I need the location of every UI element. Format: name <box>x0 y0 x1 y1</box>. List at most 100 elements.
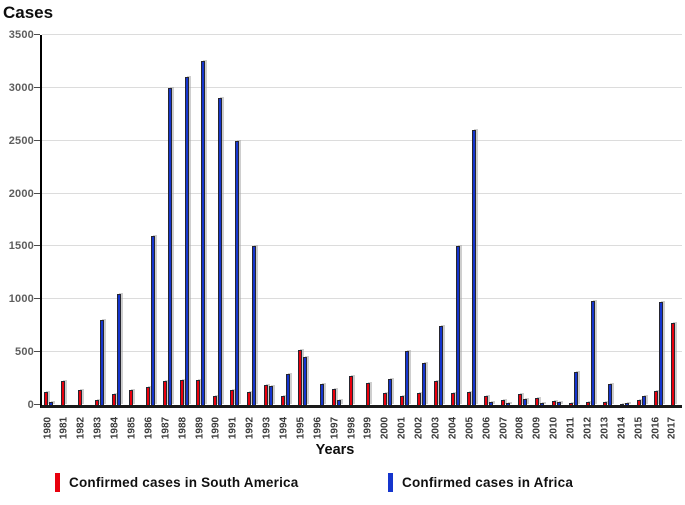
year-group <box>44 35 53 405</box>
y-tick-mark <box>34 245 40 247</box>
x-tick-label: 1994 <box>278 416 290 440</box>
x-tick-label: 2005 <box>464 416 476 440</box>
year-group <box>636 35 646 405</box>
x-tick-label: 1991 <box>227 416 239 440</box>
bar <box>591 301 595 405</box>
x-tick-label: 1992 <box>244 416 256 440</box>
legend-label: Confirmed cases in Africa <box>402 474 574 490</box>
x-tick-label: 2000 <box>379 416 391 440</box>
year-group <box>416 35 426 405</box>
bar <box>624 403 629 405</box>
year-group <box>348 35 358 405</box>
x-tick-label: 2015 <box>633 416 645 440</box>
year-group <box>281 35 291 405</box>
x-tick-label: 1985 <box>126 416 138 440</box>
y-tick-mark <box>34 86 40 88</box>
bar <box>331 389 336 405</box>
x-tick-label: 2010 <box>548 416 560 440</box>
gridline <box>42 86 682 88</box>
bar <box>641 395 646 405</box>
y-tick-mark <box>34 34 40 35</box>
x-tick-label: 1990 <box>210 416 222 440</box>
x-axis-labels: 1980 1981 1982 1983 1984 1985 1986 1987 1988 1989… <box>40 410 680 446</box>
y-axis-labels: 0 500 1000 1500 2000 2500 3000 3500 <box>0 29 34 411</box>
chart-title: Cases <box>3 3 54 22</box>
bar <box>60 380 65 405</box>
y-tick-label: 1000 <box>8 293 34 306</box>
bar <box>438 325 443 405</box>
gridline <box>42 192 682 194</box>
year-group <box>670 35 680 405</box>
year-group <box>60 35 70 405</box>
bar <box>467 392 472 405</box>
bar <box>201 61 206 405</box>
year-group <box>365 35 375 405</box>
x-tick-label: 2016 <box>650 416 662 440</box>
year-group <box>128 35 138 405</box>
year-group <box>484 35 494 405</box>
bar <box>552 400 557 405</box>
x-tick-label: 2013 <box>599 416 611 440</box>
bar <box>399 395 404 405</box>
bar <box>557 402 562 405</box>
bar <box>523 398 528 405</box>
bar <box>365 382 370 405</box>
y-tick-label: 2000 <box>8 187 34 200</box>
legend-swatch-blue <box>388 472 393 492</box>
year-group <box>552 35 562 405</box>
bar <box>653 391 658 405</box>
bar <box>247 392 252 405</box>
y-tick-label: 3000 <box>8 81 34 94</box>
bar <box>602 401 607 405</box>
x-tick-label: 1986 <box>143 416 155 440</box>
bar <box>455 246 460 405</box>
x-tick-label: 2001 <box>396 416 408 440</box>
y-tick-mark <box>34 192 40 194</box>
bar <box>501 399 506 405</box>
bar <box>535 397 540 405</box>
bar <box>433 380 438 405</box>
bar <box>145 387 150 405</box>
year-group <box>501 35 511 405</box>
bar <box>472 130 477 405</box>
bar <box>569 402 574 405</box>
y-tick-label: 0 <box>27 399 34 411</box>
x-tick-label: 2009 <box>531 416 543 440</box>
bar <box>416 393 421 405</box>
bar <box>162 380 167 405</box>
bar <box>44 392 48 405</box>
bar <box>150 235 155 405</box>
legend-item-africa: Confirmed cases in Africa <box>388 471 573 493</box>
bar <box>196 379 201 405</box>
year-group <box>162 35 172 405</box>
bar <box>184 77 189 405</box>
bar <box>484 395 489 405</box>
year-group <box>535 35 545 405</box>
x-tick-label: 1993 <box>261 416 273 440</box>
bar <box>320 383 324 405</box>
legend-item-south-america: Confirmed cases in South America <box>55 471 298 493</box>
bar <box>670 322 675 405</box>
x-tick-label: 2012 <box>582 416 594 440</box>
y-tick-mark <box>34 351 40 353</box>
year-group <box>247 35 257 405</box>
bar <box>489 401 494 405</box>
y-tick-mark <box>34 404 40 405</box>
bar <box>298 350 303 405</box>
year-group <box>145 35 155 405</box>
bar <box>111 394 116 405</box>
bar <box>619 403 624 405</box>
bar <box>77 390 82 405</box>
bar <box>252 246 257 405</box>
x-tick-label: 2006 <box>481 416 493 440</box>
bar <box>94 399 99 405</box>
year-group <box>653 35 663 405</box>
bar <box>387 378 392 405</box>
gridline <box>42 298 682 300</box>
bar <box>99 320 104 405</box>
bar <box>586 402 590 405</box>
bar <box>128 390 133 405</box>
bar <box>382 393 387 405</box>
year-group <box>467 35 477 405</box>
year-group <box>586 35 595 405</box>
